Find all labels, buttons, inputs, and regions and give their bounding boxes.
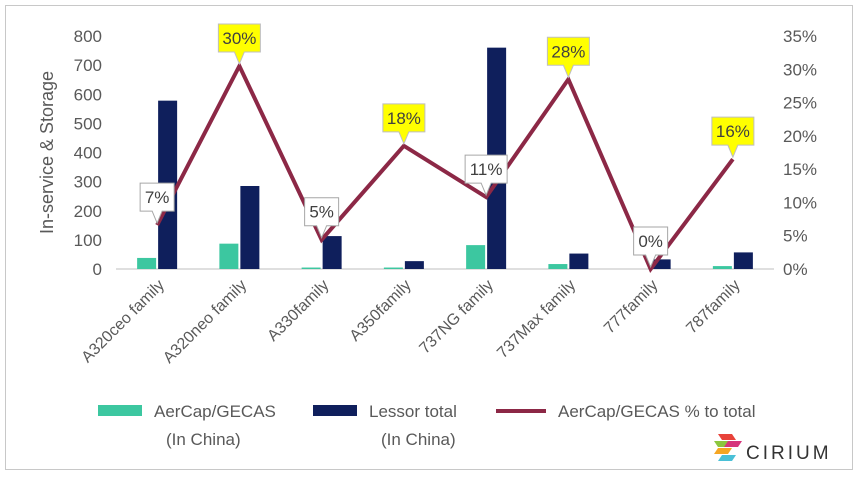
bar-lessor-total (404, 261, 424, 269)
data-labels: 7% 30% 5% 18% 11% 28% 0% 16% (139, 23, 755, 269)
x-tick-label: A320neo family (160, 277, 250, 367)
callout-label: 0% (633, 226, 669, 269)
bar-lessor-total (569, 253, 589, 269)
cirium-logo-text: CIRIUM (746, 443, 832, 464)
callout-text: 16% (716, 122, 750, 141)
callout-label: 28% (546, 36, 590, 79)
callout-box (711, 116, 755, 159)
callout-box (382, 103, 426, 146)
bar-lessor-total (651, 259, 671, 269)
callout-label: 16% (711, 116, 755, 159)
callout-box (217, 23, 261, 66)
x-tick-label: 737NG family (416, 277, 497, 358)
legend-label-line2: (In China) (166, 430, 241, 449)
legend-label-line2: (In China) (381, 430, 456, 449)
bar-aercap (219, 243, 239, 269)
bar-lessor-total (322, 236, 342, 269)
legend-swatch (313, 405, 357, 416)
callout-text: 11% (470, 160, 503, 179)
x-tick-label: A320ceo family (79, 277, 168, 366)
y2-tick-label: 30% (783, 60, 817, 79)
bar-lessor-total (733, 252, 753, 269)
bar-lessor-total (240, 185, 260, 269)
legend-label: AerCap/GECAS % to total (558, 402, 755, 421)
callout-label: 5% (304, 197, 340, 240)
y2-tick-label: 5% (783, 227, 808, 246)
cirium-logo: CIRIUM (714, 434, 832, 464)
callout-label: 7% (139, 182, 175, 225)
y-tick-label: 400 (74, 144, 102, 163)
legend-label: Lessor total (369, 402, 457, 421)
y-tick-label: 0 (93, 260, 102, 279)
callout-text: 28% (551, 42, 585, 61)
bar-aercap (301, 267, 321, 269)
legend-label: AerCap/GECAS (154, 402, 276, 421)
x-tick-label: 787family (683, 277, 743, 337)
callout-box (304, 197, 340, 240)
x-tick-label: 737Max family (494, 277, 579, 362)
y2-tick-label: 15% (783, 160, 817, 179)
legend: AerCap/GECAS (In China) Lessor total (In Ch… (98, 402, 755, 449)
callout-text: 0% (638, 232, 663, 251)
y-tick-label: 500 (74, 114, 102, 133)
cirium-logo-mark (714, 434, 742, 461)
y-tick-label: 100 (74, 231, 102, 250)
y-tick-label: 300 (74, 173, 102, 192)
legend-item: AerCap/GECAS % to total (496, 402, 755, 421)
legend-swatch (98, 405, 142, 416)
combo-chart: 0 100 200 300 400 500 600 700 800 0% 5% 10% 15% 20% 25… (37, 23, 832, 464)
callout-box (139, 182, 175, 225)
bar-aercap (466, 245, 486, 269)
callout-text: 18% (387, 109, 421, 128)
callout-text: 7% (145, 188, 170, 207)
legend-item: Lessor total (In China) (313, 402, 457, 449)
y2-tick-label: 10% (783, 193, 817, 212)
callout-box (546, 36, 590, 79)
y2-tick-label: 0% (783, 260, 808, 279)
chart-frame: 0 100 200 300 400 500 600 700 800 0% 5% 10% 15% 20% 25… (5, 5, 853, 470)
bar-aercap (548, 264, 568, 269)
y-tick-label: 200 (74, 202, 102, 221)
y2-tick-label: 35% (783, 27, 817, 46)
x-tick-label: A350family (347, 277, 415, 345)
callout-label: 30% (217, 23, 261, 66)
callout-label: 18% (382, 103, 426, 146)
y-tick-label: 600 (74, 85, 102, 104)
callout-text: 30% (222, 29, 256, 48)
callout-box (633, 226, 669, 269)
y-tick-label: 800 (74, 27, 102, 46)
bar-aercap (137, 257, 157, 269)
y2-tick-label: 20% (783, 127, 817, 146)
bars (137, 47, 753, 270)
callout-box (464, 154, 508, 197)
callout-label: 11% (464, 154, 508, 197)
y-axis-title: In-service & Storage (37, 71, 57, 234)
legend-item: AerCap/GECAS (In China) (98, 402, 276, 449)
x-tick-label: 777family (601, 277, 661, 337)
y2-tick-label: 25% (783, 94, 817, 113)
x-tick-label: A330family (264, 277, 332, 345)
axes: 0 100 200 300 400 500 600 700 800 0% 5% 10% 15% 20% 25… (37, 27, 817, 279)
bar-aercap (383, 267, 403, 269)
callout-text: 5% (309, 203, 334, 222)
bar-aercap (712, 266, 732, 269)
y-tick-label: 700 (74, 56, 102, 75)
